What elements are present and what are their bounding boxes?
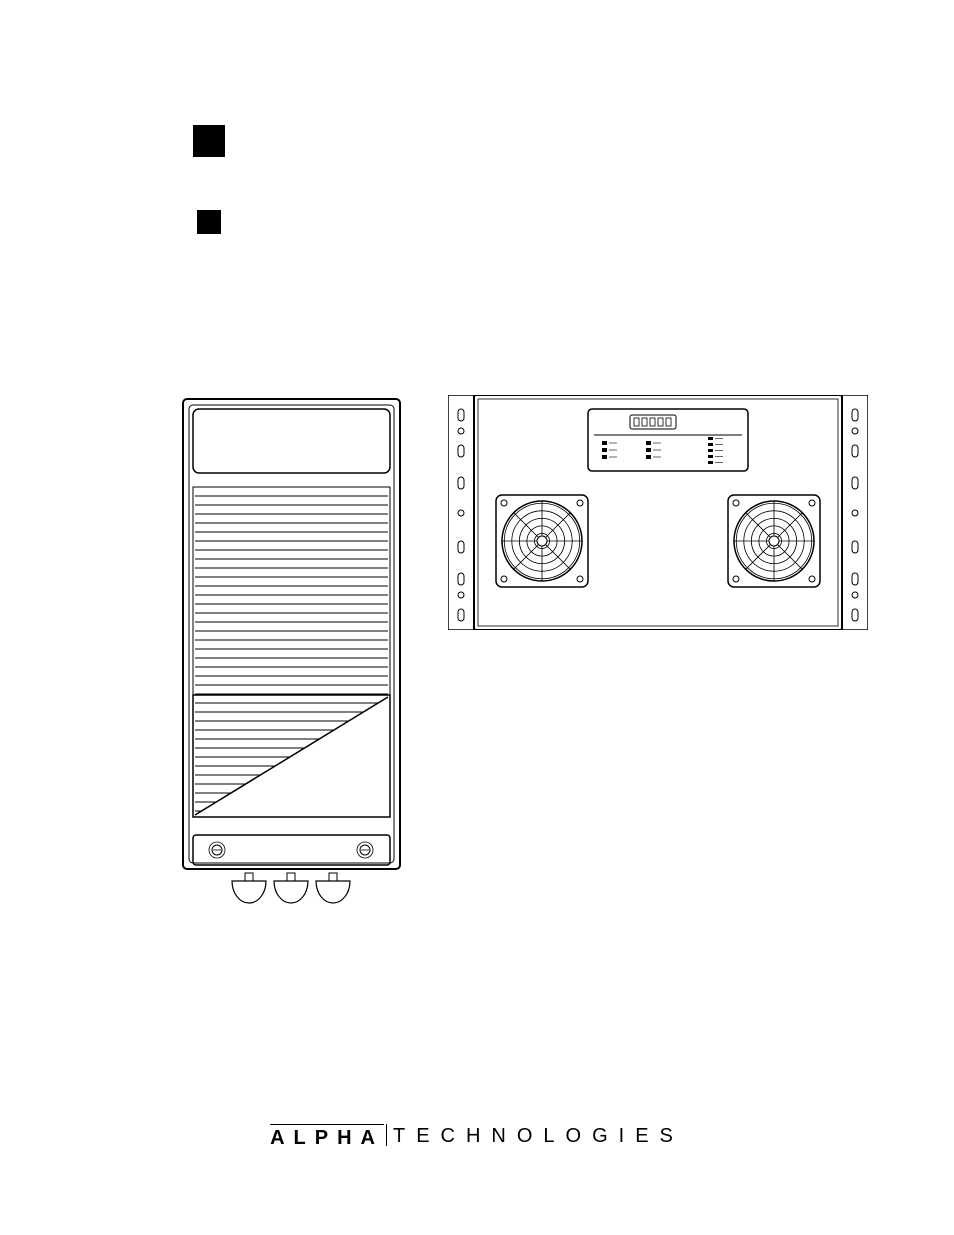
brand-sep [386,1124,387,1146]
tower-diagram [179,395,404,920]
tower-svg [179,395,404,920]
rack-svg [448,395,868,630]
page: ALPHA TECHNOLOGIES [0,0,954,1235]
brand-strong: ALPHA [270,1127,384,1149]
brand-light: TECHNOLOGIES [393,1125,684,1147]
rack-diagram [448,395,868,630]
footer-logo: ALPHA TECHNOLOGIES [0,1124,954,1150]
title-square-large [193,125,225,157]
title-square-small [197,210,221,234]
